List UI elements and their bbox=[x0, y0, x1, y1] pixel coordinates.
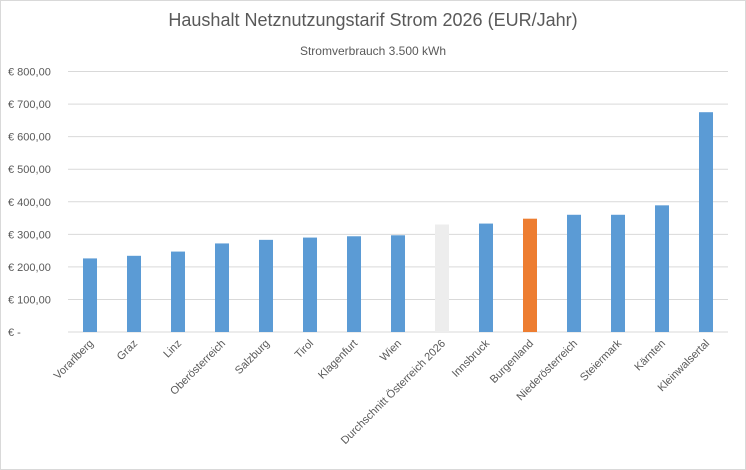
y-tick-label: € 300,00 bbox=[8, 229, 51, 241]
x-tick-label: Innsbruck bbox=[450, 337, 493, 380]
y-tick-label: € 100,00 bbox=[8, 294, 51, 306]
chart-subtitle: Stromverbrauch 3.500 kWh bbox=[299, 44, 447, 58]
bar bbox=[391, 235, 405, 332]
x-tick-label: Kärnten bbox=[632, 338, 668, 374]
x-tick-label: Tirol bbox=[293, 338, 316, 361]
x-tick-label: Burgenland bbox=[488, 338, 536, 386]
x-tick-label: Wien bbox=[378, 338, 404, 364]
bar bbox=[127, 255, 141, 332]
bar bbox=[259, 239, 273, 332]
y-tick-label: € 600,00 bbox=[8, 132, 51, 144]
bar bbox=[699, 112, 713, 332]
y-tick-label: € 800,00 bbox=[8, 67, 51, 79]
chart-title: Haushalt Netznutzungstarif Strom 2026 (E… bbox=[168, 10, 578, 30]
x-tick-label: Linz bbox=[161, 338, 184, 361]
x-tick-label: Steiermark bbox=[578, 337, 624, 383]
x-tick-label: Vorarlberg bbox=[52, 338, 96, 382]
y-tick-label: € 500,00 bbox=[8, 164, 51, 176]
y-tick-label: € 400,00 bbox=[8, 197, 51, 209]
x-tick-label: Graz bbox=[115, 338, 140, 363]
bar bbox=[479, 223, 493, 332]
y-tick-label: € - bbox=[8, 327, 21, 339]
bar bbox=[523, 218, 537, 332]
x-tick-label: Klagenfurt bbox=[316, 338, 360, 382]
y-tick-label: € 700,00 bbox=[8, 99, 51, 111]
bar bbox=[215, 243, 229, 332]
bar bbox=[83, 258, 97, 332]
y-tick-label: € 200,00 bbox=[8, 262, 51, 274]
bar bbox=[567, 214, 581, 332]
bar bbox=[303, 237, 317, 332]
bar bbox=[347, 236, 361, 332]
x-tick-label: Salzburg bbox=[233, 338, 272, 377]
bar bbox=[611, 214, 625, 332]
bar bbox=[435, 224, 449, 332]
bar bbox=[655, 205, 669, 332]
bar bbox=[171, 251, 185, 332]
